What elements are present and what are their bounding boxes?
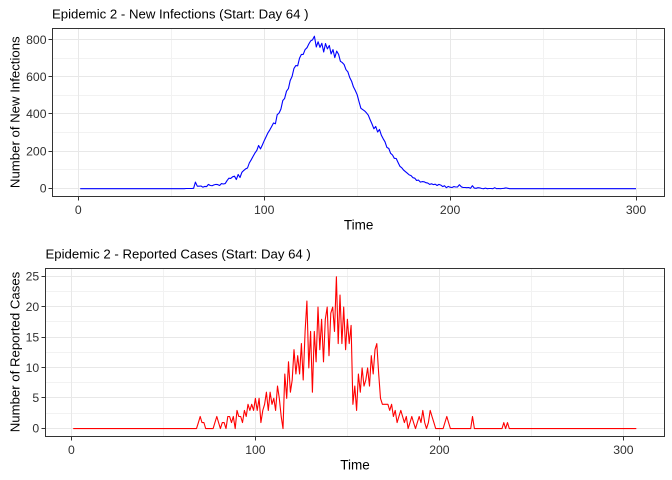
svg-text:0: 0 xyxy=(75,203,82,217)
svg-text:Epidemic 2 - New Infections (S: Epidemic 2 - New Infections (Start: Day … xyxy=(52,7,309,22)
svg-text:Time: Time xyxy=(344,218,374,233)
svg-text:0: 0 xyxy=(40,182,47,196)
svg-text:Number of Reported Cases: Number of Reported Cases xyxy=(8,271,23,432)
svg-text:600: 600 xyxy=(26,70,47,84)
svg-text:100: 100 xyxy=(245,443,266,457)
svg-text:Epidemic 2 - Reported Cases (S: Epidemic 2 - Reported Cases (Start: Day … xyxy=(46,247,311,262)
svg-text:5: 5 xyxy=(32,391,39,405)
svg-text:800: 800 xyxy=(26,33,47,47)
svg-text:400: 400 xyxy=(26,107,47,121)
svg-text:200: 200 xyxy=(429,443,450,457)
svg-text:200: 200 xyxy=(26,144,47,158)
svg-text:0: 0 xyxy=(68,443,75,457)
svg-text:300: 300 xyxy=(613,443,634,457)
svg-text:Number of New Infections: Number of New Infections xyxy=(8,36,23,188)
svg-text:Time: Time xyxy=(340,458,370,473)
svg-text:0: 0 xyxy=(32,422,39,436)
svg-text:10: 10 xyxy=(26,361,40,375)
svg-text:200: 200 xyxy=(440,203,461,217)
svg-text:300: 300 xyxy=(626,203,647,217)
svg-text:20: 20 xyxy=(26,300,40,314)
svg-text:25: 25 xyxy=(26,270,40,284)
svg-text:15: 15 xyxy=(26,331,40,345)
svg-text:100: 100 xyxy=(254,203,275,217)
